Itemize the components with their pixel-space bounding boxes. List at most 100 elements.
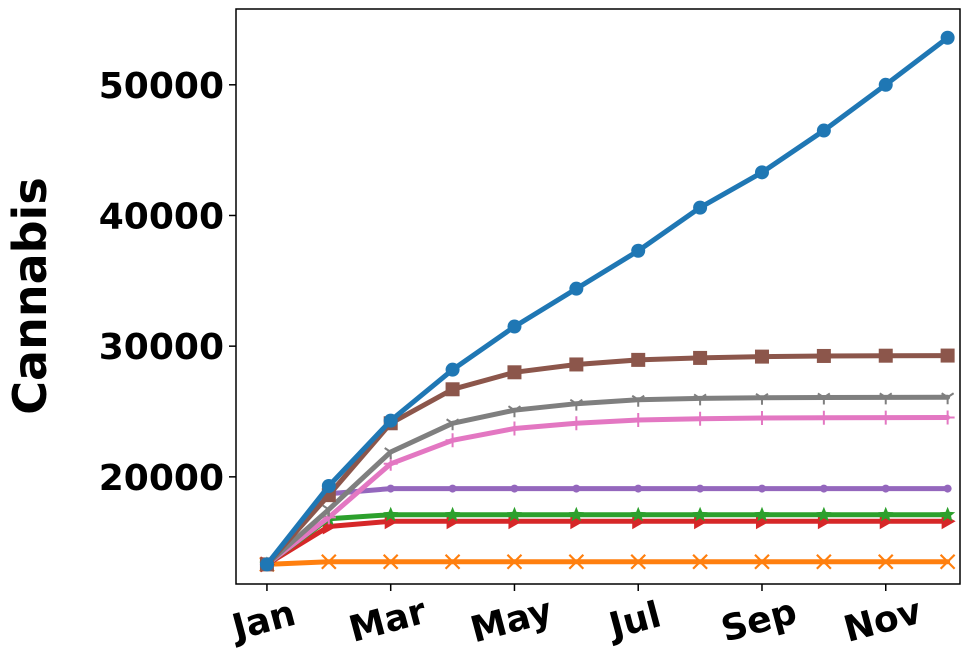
series-1	[259, 30, 955, 572]
data-point	[754, 411, 769, 426]
x-axis: Jan Mar May Jul Sep Nov	[225, 584, 926, 651]
data-point	[445, 382, 460, 397]
data-point	[696, 484, 705, 493]
data-point	[446, 418, 460, 431]
data-point	[569, 398, 583, 411]
data-point	[881, 484, 890, 493]
data-point	[569, 416, 584, 431]
data-point	[693, 393, 707, 406]
data-point	[630, 506, 646, 522]
data-point	[259, 557, 274, 572]
data-point	[507, 365, 522, 380]
data-point	[940, 410, 955, 425]
data-point	[383, 413, 398, 428]
data-point	[817, 392, 831, 405]
data-point	[382, 554, 399, 570]
data-point	[445, 433, 460, 448]
y-axis-title: Cannabis	[3, 177, 57, 414]
x-tick-label: May	[466, 590, 556, 651]
x-tick-label: Nov	[840, 591, 926, 651]
data-point	[386, 484, 395, 493]
data-point	[321, 478, 336, 493]
data-point	[445, 506, 461, 522]
data-point	[322, 504, 336, 517]
data-point	[568, 506, 584, 522]
data-point	[631, 412, 646, 427]
x-tick-label: Jan	[225, 593, 300, 650]
data-point	[568, 554, 585, 570]
data-point	[754, 554, 770, 570]
data-point	[940, 348, 955, 363]
data-point	[444, 554, 461, 570]
data-point	[569, 357, 584, 372]
y-tick-label: 30000	[99, 327, 224, 368]
data-point	[878, 410, 893, 425]
data-point	[693, 411, 708, 426]
data-point	[816, 348, 831, 363]
data-point	[384, 447, 398, 460]
series-4	[259, 410, 955, 572]
y-axis: 20000 30000 40000 50000	[99, 66, 236, 499]
data-point	[383, 506, 399, 522]
data-point	[879, 392, 893, 405]
data-point	[572, 484, 581, 493]
series-2	[259, 348, 955, 572]
data-point	[506, 554, 523, 570]
series-8	[259, 554, 956, 573]
series-line	[264, 518, 951, 567]
data-point	[754, 165, 769, 180]
y-tick-label: 40000	[99, 196, 224, 237]
data-point	[939, 554, 956, 570]
series-line	[264, 353, 951, 567]
data-point	[819, 484, 828, 493]
series-line	[264, 415, 951, 567]
data-point	[878, 77, 893, 92]
data-point	[754, 349, 769, 364]
data-point	[755, 392, 769, 405]
series-line	[264, 486, 951, 567]
series-line	[264, 559, 951, 567]
plot-frame	[235, 8, 961, 585]
data-point	[630, 554, 646, 570]
data-point	[816, 123, 831, 138]
data-point	[816, 506, 832, 522]
x-tick-label: Mar	[345, 591, 431, 651]
data-point	[692, 506, 708, 522]
data-point	[507, 319, 522, 334]
data-point	[940, 30, 955, 45]
series-line	[264, 512, 951, 567]
data-point	[878, 348, 893, 363]
y-tick-label: 50000	[99, 66, 224, 107]
series-line	[264, 394, 951, 567]
data-point	[816, 554, 832, 570]
data-point	[507, 405, 522, 418]
data-point	[877, 554, 894, 570]
data-point	[693, 350, 708, 365]
data-point	[693, 200, 708, 215]
data-point	[943, 484, 952, 493]
series-layer	[259, 30, 956, 573]
data-point	[631, 394, 645, 407]
data-point	[631, 352, 646, 367]
data-point	[445, 362, 460, 377]
x-tick-label: Jul	[602, 594, 665, 648]
data-point	[506, 506, 523, 522]
series-5	[262, 484, 952, 569]
data-point	[816, 410, 831, 425]
y-tick-label: 20000	[99, 458, 224, 499]
series-line	[264, 35, 951, 567]
data-point	[507, 421, 522, 436]
data-point	[757, 484, 766, 493]
data-point	[878, 506, 894, 522]
x-tick-label: Sep	[717, 591, 801, 650]
data-point	[448, 484, 457, 493]
data-point	[569, 281, 584, 296]
data-point	[754, 506, 770, 522]
data-point	[634, 484, 643, 493]
data-point	[631, 243, 646, 258]
data-point	[940, 506, 956, 522]
data-point	[941, 392, 955, 405]
data-point	[510, 484, 519, 493]
data-point	[321, 554, 337, 570]
